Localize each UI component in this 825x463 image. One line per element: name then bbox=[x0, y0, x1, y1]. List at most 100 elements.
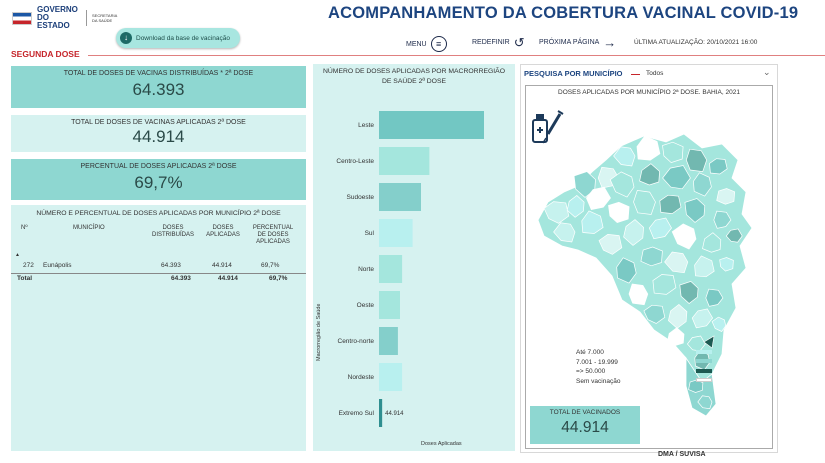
menu-label: MENU bbox=[406, 40, 427, 48]
bar-label-6: Centro-norte bbox=[338, 338, 375, 345]
kpi-distributed-title: TOTAL DE DOSES DE VACINAS DISTRIBUÍDAS *… bbox=[63, 70, 254, 77]
col-distribuidas-line2: DISTRIBUÍDAS bbox=[151, 232, 194, 238]
logo-text: GOVERNO DO ESTADO bbox=[37, 5, 78, 30]
kpi-distributed: TOTAL DE DOSES DE VACINAS DISTRIBUÍDAS *… bbox=[11, 66, 306, 108]
map-municipality[interactable] bbox=[633, 190, 656, 215]
map-municipality[interactable] bbox=[697, 395, 713, 410]
kpi-applied-title: TOTAL DE DOSES DE VACINAS APLICADAS 2ª D… bbox=[71, 119, 246, 126]
map-municipality[interactable] bbox=[702, 232, 722, 253]
bar-7[interactable] bbox=[379, 363, 403, 391]
map-municipality[interactable] bbox=[684, 198, 706, 223]
bar-8[interactable] bbox=[379, 399, 383, 427]
map-municipality[interactable] bbox=[623, 219, 644, 246]
bar-label-2: Sudoeste bbox=[347, 194, 375, 201]
sort-ascending-icon[interactable]: ▲ bbox=[15, 252, 20, 258]
bar-1[interactable] bbox=[379, 147, 430, 175]
bar-3[interactable] bbox=[379, 219, 413, 247]
logo: GOVERNO DO ESTADO SECRETARIA DA SAÚDE bbox=[12, 6, 118, 30]
map-municipality[interactable] bbox=[581, 210, 604, 234]
bar-label-0: Leste bbox=[358, 122, 374, 129]
municipality-select[interactable]: Todos bbox=[646, 70, 664, 77]
col-distribuidas-line1: DOSES bbox=[162, 225, 184, 231]
kpi-applied: TOTAL DE DOSES DE VACINAS APLICADAS 2ª D… bbox=[11, 115, 306, 152]
arrow-right-icon: → bbox=[603, 35, 617, 50]
map-municipality[interactable] bbox=[662, 141, 684, 163]
map-municipality[interactable] bbox=[636, 135, 661, 161]
map-municipality[interactable] bbox=[713, 210, 732, 229]
bahia-map[interactable] bbox=[526, 86, 774, 450]
map-municipality[interactable] bbox=[608, 201, 630, 223]
map-municipality[interactable] bbox=[664, 251, 689, 274]
map-municipality[interactable] bbox=[643, 304, 666, 324]
map-municipality[interactable] bbox=[616, 257, 637, 284]
bar-5[interactable] bbox=[379, 291, 400, 319]
section-label: SEGUNDA DOSE bbox=[11, 49, 80, 59]
download-base-button[interactable]: ↓ Download da base de vacinação bbox=[116, 28, 240, 48]
table-title: NÚMERO E PERCENTUAL DE DOSES APLICADAS P… bbox=[36, 210, 281, 217]
col-n[interactable]: Nº bbox=[21, 225, 28, 231]
search-dash bbox=[631, 74, 640, 75]
legend-swatch-2 bbox=[696, 359, 712, 363]
map-municipality[interactable] bbox=[693, 172, 712, 197]
map-municipality[interactable] bbox=[716, 188, 736, 205]
chevron-down-icon[interactable]: ⌄ bbox=[763, 67, 771, 77]
map-municipality[interactable] bbox=[640, 246, 663, 267]
bar-label-7: Nordeste bbox=[348, 374, 375, 381]
bar-2[interactable] bbox=[379, 183, 421, 211]
map-municipality[interactable] bbox=[685, 148, 708, 172]
next-page-button[interactable]: PRÓXIMA PÁGINA → bbox=[539, 36, 616, 49]
map-municipality[interactable] bbox=[705, 288, 724, 307]
map-municipality[interactable] bbox=[609, 171, 635, 198]
bar-0[interactable] bbox=[379, 111, 484, 139]
menu-button[interactable]: MENU ≡ bbox=[406, 36, 447, 52]
map-municipality[interactable] bbox=[566, 195, 585, 218]
map-municipality[interactable] bbox=[585, 186, 611, 210]
map-highlight-eunapolis[interactable] bbox=[703, 335, 715, 349]
total-vaccinated-title: TOTAL DE VACINADOS bbox=[549, 409, 621, 416]
row-municipio: Eunápolis bbox=[43, 262, 72, 269]
bar-6[interactable] bbox=[379, 327, 398, 355]
map-municipality[interactable] bbox=[666, 327, 685, 346]
map-municipality[interactable] bbox=[639, 163, 660, 186]
map-municipality[interactable] bbox=[671, 223, 697, 250]
col-municipio[interactable]: MUNICÍPIO bbox=[73, 225, 105, 231]
map-municipality[interactable] bbox=[553, 222, 576, 243]
map-municipality[interactable] bbox=[679, 281, 699, 304]
chart-x-label: Doses Aplicadas bbox=[421, 441, 462, 447]
map-municipality[interactable] bbox=[688, 379, 704, 393]
map-municipality[interactable] bbox=[659, 194, 682, 214]
map-municipality[interactable] bbox=[719, 257, 734, 272]
map-municipality[interactable] bbox=[543, 201, 570, 224]
map-municipality[interactable] bbox=[711, 316, 727, 332]
map-municipality[interactable] bbox=[613, 146, 636, 167]
map-municipality[interactable] bbox=[694, 255, 715, 278]
download-label: Download da base de vacinação bbox=[136, 34, 230, 42]
map-municipality[interactable] bbox=[648, 217, 672, 240]
map-municipality[interactable] bbox=[628, 283, 649, 306]
chart-title-text: NÚMERO DE DOSES APLICADAS POR MACRORREGI… bbox=[322, 68, 506, 85]
col-aplicadas-line2: APLICADAS bbox=[206, 232, 240, 238]
map-frame: DOSES APLICADAS POR MUNICÍPIO 2ª DOSE. B… bbox=[525, 85, 773, 449]
legend-swatch-1 bbox=[696, 350, 712, 354]
legend-swatch-3 bbox=[696, 369, 712, 373]
map-municipality[interactable] bbox=[652, 274, 677, 295]
col-percentual[interactable]: PERCENTUAL DE DOSES APLICADAS bbox=[249, 225, 297, 246]
map-municipality[interactable] bbox=[598, 234, 623, 255]
map-municipality[interactable] bbox=[662, 165, 691, 190]
bar-4[interactable] bbox=[379, 255, 403, 283]
col-aplicadas[interactable]: DOSES APLICADAS bbox=[201, 225, 245, 239]
chart-y-label: Macrorregião de Saúde bbox=[316, 303, 322, 361]
map-municipality[interactable] bbox=[573, 171, 596, 198]
map-municipality[interactable] bbox=[691, 308, 714, 329]
col-distribuidas[interactable]: DOSES DISTRIBUÍDAS bbox=[149, 225, 197, 239]
total-aplicadas: 44.914 bbox=[218, 275, 238, 282]
last-updated: ÚLTIMA ATUALIZAÇÃO: 20/10/2021 16:00 bbox=[634, 39, 758, 46]
col-percentual-line2: DE DOSES bbox=[257, 232, 289, 238]
reset-button[interactable]: REDEFINIR ↺ bbox=[472, 36, 525, 49]
menu-icon: ≡ bbox=[430, 36, 447, 52]
map-municipality[interactable] bbox=[709, 158, 728, 175]
map-municipality[interactable] bbox=[725, 228, 743, 243]
kpi-percent-title: PERCENTUAL DE DOSES APLICADAS 2ª DOSE bbox=[80, 163, 237, 170]
col-aplicadas-line1: DOSES bbox=[212, 225, 234, 231]
total-vaccinated-card: TOTAL DE VACINADOS 44.914 bbox=[530, 406, 640, 444]
